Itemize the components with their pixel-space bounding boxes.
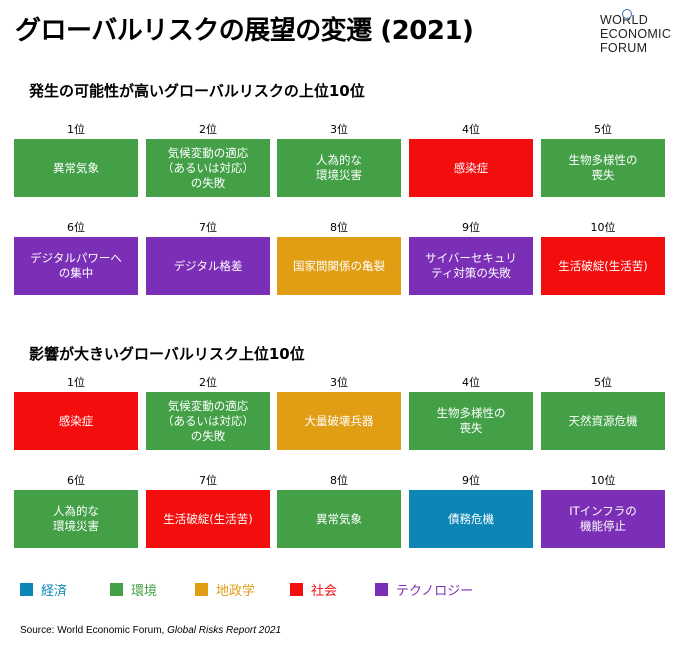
- source-report: Global Risks Report 2021: [167, 625, 282, 636]
- legend-swatch: [110, 583, 123, 596]
- legend-swatch: [20, 583, 33, 596]
- rank-label: 8位: [330, 474, 348, 487]
- risk-box: デジタル格差: [146, 237, 270, 295]
- legend-item-technological: テクノロジー: [375, 580, 473, 599]
- legend-item-environmental: 環境: [110, 580, 157, 599]
- legend-item-geopolitical: 地政学: [195, 580, 255, 599]
- rank-label: 2位: [199, 376, 217, 389]
- risk-box: 大量破壊兵器: [277, 392, 401, 450]
- legend-label: テクノロジー: [396, 584, 474, 599]
- likelihood-heading: 発生の可能性が高いグローバルリスクの上位10位: [29, 82, 365, 100]
- rank-label: 1位: [67, 376, 85, 389]
- rank-label: 6位: [67, 221, 85, 234]
- impact-heading: 影響が大きいグローバルリスク上位10位: [29, 345, 305, 363]
- rank-label: 6位: [67, 474, 85, 487]
- rank-label: 10位: [590, 221, 616, 234]
- rank-label: 5位: [594, 376, 612, 389]
- legend-item-societal: 社会: [290, 580, 337, 599]
- risk-box: 生物多様性の 喪失: [541, 139, 665, 197]
- page-title: グローバルリスクの展望の変遷 (2021): [15, 16, 474, 46]
- legend-label: 経済: [41, 584, 68, 599]
- legend-label: 社会: [311, 584, 338, 599]
- rank-label: 3位: [330, 123, 348, 136]
- rank-label: 8位: [330, 221, 348, 234]
- legend-label: 環境: [131, 584, 158, 599]
- risk-box: 感染症: [14, 392, 138, 450]
- risk-box: 異常気象: [277, 490, 401, 548]
- risk-box: 生活破綻(生活苦): [541, 237, 665, 295]
- risk-box: 感染症: [409, 139, 533, 197]
- risk-box: 気候変動の適応 （あるいは対応） の失敗: [146, 139, 270, 197]
- risk-box: 債務危機: [409, 490, 533, 548]
- risk-box: 生活破綻(生活苦): [146, 490, 270, 548]
- source-prefix: Source: World Economic Forum,: [20, 625, 168, 636]
- legend-swatch: [375, 583, 388, 596]
- risk-box: 気候変動の適応 （あるいは対応） の失敗: [146, 392, 270, 450]
- legend-swatch: [195, 583, 208, 596]
- logo-line: FORUM: [600, 41, 648, 55]
- rank-label: 4位: [462, 123, 480, 136]
- rank-label: 1位: [67, 123, 85, 136]
- risk-box: 天然資源危機: [541, 392, 665, 450]
- wef-logo: WORLD ECONOMIC FORUM: [600, 9, 680, 55]
- risk-box: 異常気象: [14, 139, 138, 197]
- risk-box: サイバーセキュリ ティ対策の失敗: [409, 237, 533, 295]
- rank-label: 5位: [594, 123, 612, 136]
- rank-label: 2位: [199, 123, 217, 136]
- risk-box: 人為的な 環境災害: [14, 490, 138, 548]
- legend-swatch: [290, 583, 303, 596]
- rank-label: 7位: [199, 474, 217, 487]
- rank-label: 9位: [462, 221, 480, 234]
- logo-line: ECONOMIC: [600, 27, 672, 41]
- risk-box: ITインフラの 機能停止: [541, 490, 665, 548]
- rank-label: 3位: [330, 376, 348, 389]
- risk-box: 国家間関係の亀裂: [277, 237, 401, 295]
- risk-box: 生物多様性の 喪失: [409, 392, 533, 450]
- globe-icon: [622, 9, 632, 19]
- legend-label: 地政学: [216, 584, 256, 599]
- legend-item-economic: 経済: [20, 580, 67, 599]
- risk-box: デジタルパワーへ の集中: [14, 237, 138, 295]
- source-note: Source: World Economic Forum, Global Ris…: [20, 625, 281, 636]
- rank-label: 7位: [199, 221, 217, 234]
- rank-label: 10位: [590, 474, 616, 487]
- rank-label: 4位: [462, 376, 480, 389]
- risk-box: 人為的な 環境災害: [277, 139, 401, 197]
- rank-label: 9位: [462, 474, 480, 487]
- logo-line: WORLD: [600, 13, 649, 27]
